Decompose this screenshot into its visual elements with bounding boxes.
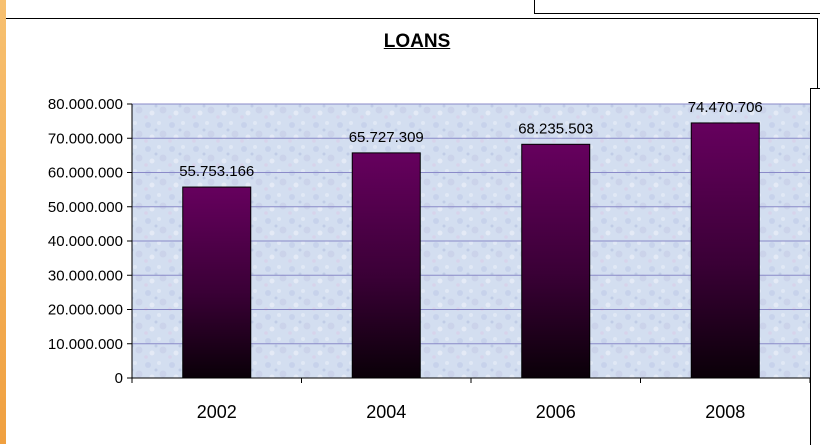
bar-2004 <box>351 152 421 379</box>
data-label-2004: 65.727.309 <box>349 129 424 146</box>
side-accent-strip <box>0 0 6 444</box>
x-tick-label: 2004 <box>366 402 406 422</box>
right-frame <box>810 88 820 445</box>
bar-2008 <box>690 122 760 379</box>
y-tick-label: 50.000.000 <box>48 199 123 216</box>
y-tick-label: 0 <box>115 370 123 387</box>
data-label-2008: 74.470.706 <box>688 99 763 116</box>
data-label-2002: 55.753.166 <box>179 163 254 180</box>
data-label-2006: 68.235.503 <box>518 120 593 137</box>
y-tick-label: 70.000.000 <box>48 130 123 147</box>
x-tick-label: 2002 <box>197 402 237 422</box>
y-tick-label: 80.000.000 <box>48 96 123 113</box>
chart-title: LOANS <box>383 31 451 52</box>
x-tick-label: 2006 <box>536 402 576 422</box>
bar-2006 <box>521 143 591 379</box>
y-tick-label: 10.000.000 <box>48 336 123 353</box>
y-tick-label: 30.000.000 <box>48 267 123 284</box>
y-tick-label: 40.000.000 <box>48 233 123 250</box>
top-frame <box>534 0 820 14</box>
bar-2002 <box>182 186 252 379</box>
x-tick-label: 2008 <box>705 402 745 422</box>
y-tick-label: 60.000.000 <box>48 165 123 182</box>
y-tick-label: 20.000.000 <box>48 302 123 319</box>
